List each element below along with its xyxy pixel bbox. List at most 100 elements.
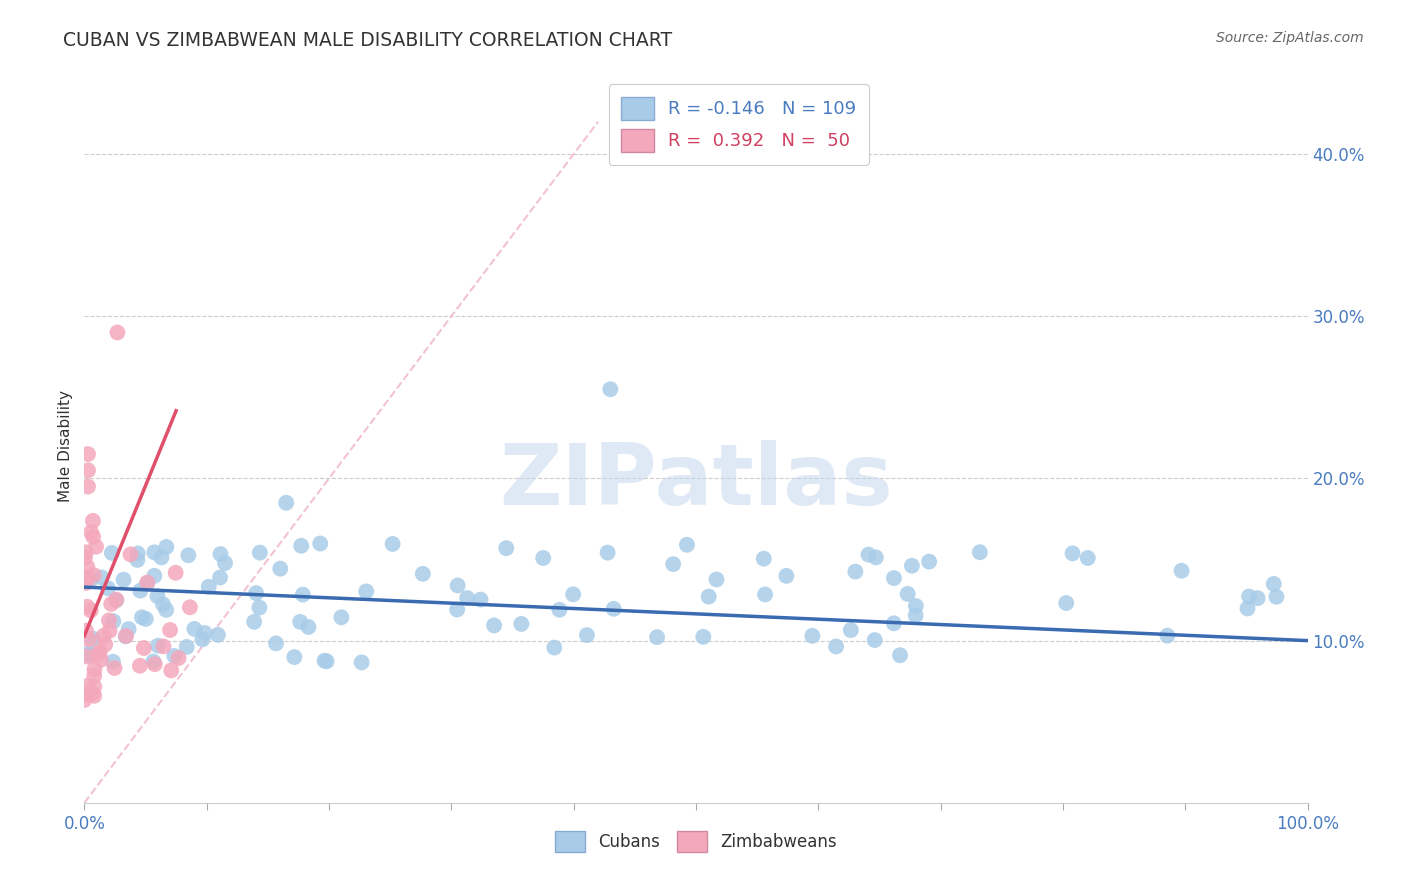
Point bbox=[1062, 546, 1084, 560]
Point bbox=[676, 538, 699, 552]
Point bbox=[105, 326, 128, 340]
Point bbox=[315, 654, 337, 668]
Text: Source: ZipAtlas.com: Source: ZipAtlas.com bbox=[1216, 31, 1364, 45]
Point bbox=[129, 583, 152, 598]
Point bbox=[264, 636, 287, 650]
Point bbox=[288, 615, 311, 629]
Point bbox=[82, 632, 104, 646]
Point bbox=[350, 656, 373, 670]
Point bbox=[863, 633, 886, 648]
Point bbox=[155, 540, 177, 554]
Point bbox=[94, 638, 117, 652]
Point bbox=[163, 648, 186, 663]
Point bbox=[548, 603, 571, 617]
Point bbox=[291, 588, 314, 602]
Point bbox=[412, 566, 434, 581]
Point bbox=[775, 569, 797, 583]
Point bbox=[87, 647, 110, 661]
Point bbox=[155, 603, 177, 617]
Point bbox=[75, 545, 97, 559]
Point bbox=[889, 648, 911, 663]
Point bbox=[381, 537, 404, 551]
Point bbox=[1237, 590, 1260, 604]
Point bbox=[602, 602, 624, 616]
Point bbox=[314, 654, 336, 668]
Point bbox=[692, 630, 714, 644]
Point bbox=[112, 573, 135, 587]
Point bbox=[131, 610, 153, 624]
Point bbox=[207, 628, 229, 642]
Point bbox=[193, 626, 215, 640]
Point bbox=[801, 629, 824, 643]
Point bbox=[83, 680, 105, 694]
Point bbox=[90, 570, 112, 584]
Point bbox=[77, 632, 100, 647]
Point bbox=[543, 640, 565, 655]
Point bbox=[79, 648, 101, 663]
Point bbox=[1077, 551, 1099, 566]
Point bbox=[73, 693, 96, 707]
Point bbox=[90, 653, 112, 667]
Point bbox=[447, 578, 470, 592]
Point bbox=[135, 612, 157, 626]
Point bbox=[82, 530, 104, 544]
Point bbox=[897, 587, 920, 601]
Point bbox=[84, 540, 107, 554]
Point bbox=[283, 650, 305, 665]
Point bbox=[80, 573, 103, 587]
Point bbox=[883, 616, 905, 631]
Point bbox=[1246, 591, 1268, 606]
Point bbox=[191, 632, 214, 647]
Point bbox=[143, 568, 166, 582]
Point bbox=[100, 597, 122, 611]
Point bbox=[127, 553, 149, 567]
Point bbox=[177, 548, 200, 562]
Point bbox=[197, 580, 219, 594]
Point bbox=[77, 447, 100, 461]
Point bbox=[127, 546, 149, 560]
Point bbox=[1170, 564, 1192, 578]
Point bbox=[75, 575, 97, 590]
Point bbox=[76, 686, 98, 700]
Point bbox=[97, 581, 120, 595]
Point bbox=[209, 547, 232, 561]
Point bbox=[114, 629, 136, 643]
Point bbox=[290, 539, 312, 553]
Point bbox=[883, 571, 905, 585]
Point bbox=[152, 640, 174, 654]
Point bbox=[183, 622, 205, 636]
Point bbox=[754, 587, 776, 601]
Point bbox=[129, 658, 152, 673]
Point bbox=[209, 570, 232, 584]
Point bbox=[82, 686, 104, 700]
Point bbox=[247, 600, 270, 615]
Point bbox=[249, 546, 271, 560]
Point bbox=[495, 541, 517, 556]
Point bbox=[105, 593, 128, 607]
Point bbox=[146, 589, 169, 603]
Point bbox=[243, 615, 266, 629]
Point bbox=[152, 597, 174, 611]
Point bbox=[839, 623, 862, 637]
Point bbox=[146, 639, 169, 653]
Point bbox=[752, 551, 775, 566]
Text: ZIPatlas: ZIPatlas bbox=[499, 440, 893, 524]
Point bbox=[80, 525, 103, 540]
Point bbox=[98, 624, 121, 638]
Point bbox=[73, 550, 96, 565]
Point bbox=[330, 610, 353, 624]
Point bbox=[83, 689, 105, 703]
Point bbox=[825, 640, 848, 654]
Point bbox=[354, 584, 377, 599]
Point bbox=[77, 479, 100, 493]
Point bbox=[1156, 629, 1178, 643]
Point bbox=[89, 644, 111, 658]
Point bbox=[117, 622, 139, 636]
Point bbox=[143, 545, 166, 559]
Point bbox=[167, 651, 190, 665]
Point bbox=[697, 590, 720, 604]
Point bbox=[844, 565, 866, 579]
Point bbox=[76, 599, 98, 614]
Point bbox=[1265, 590, 1288, 604]
Point bbox=[136, 575, 159, 590]
